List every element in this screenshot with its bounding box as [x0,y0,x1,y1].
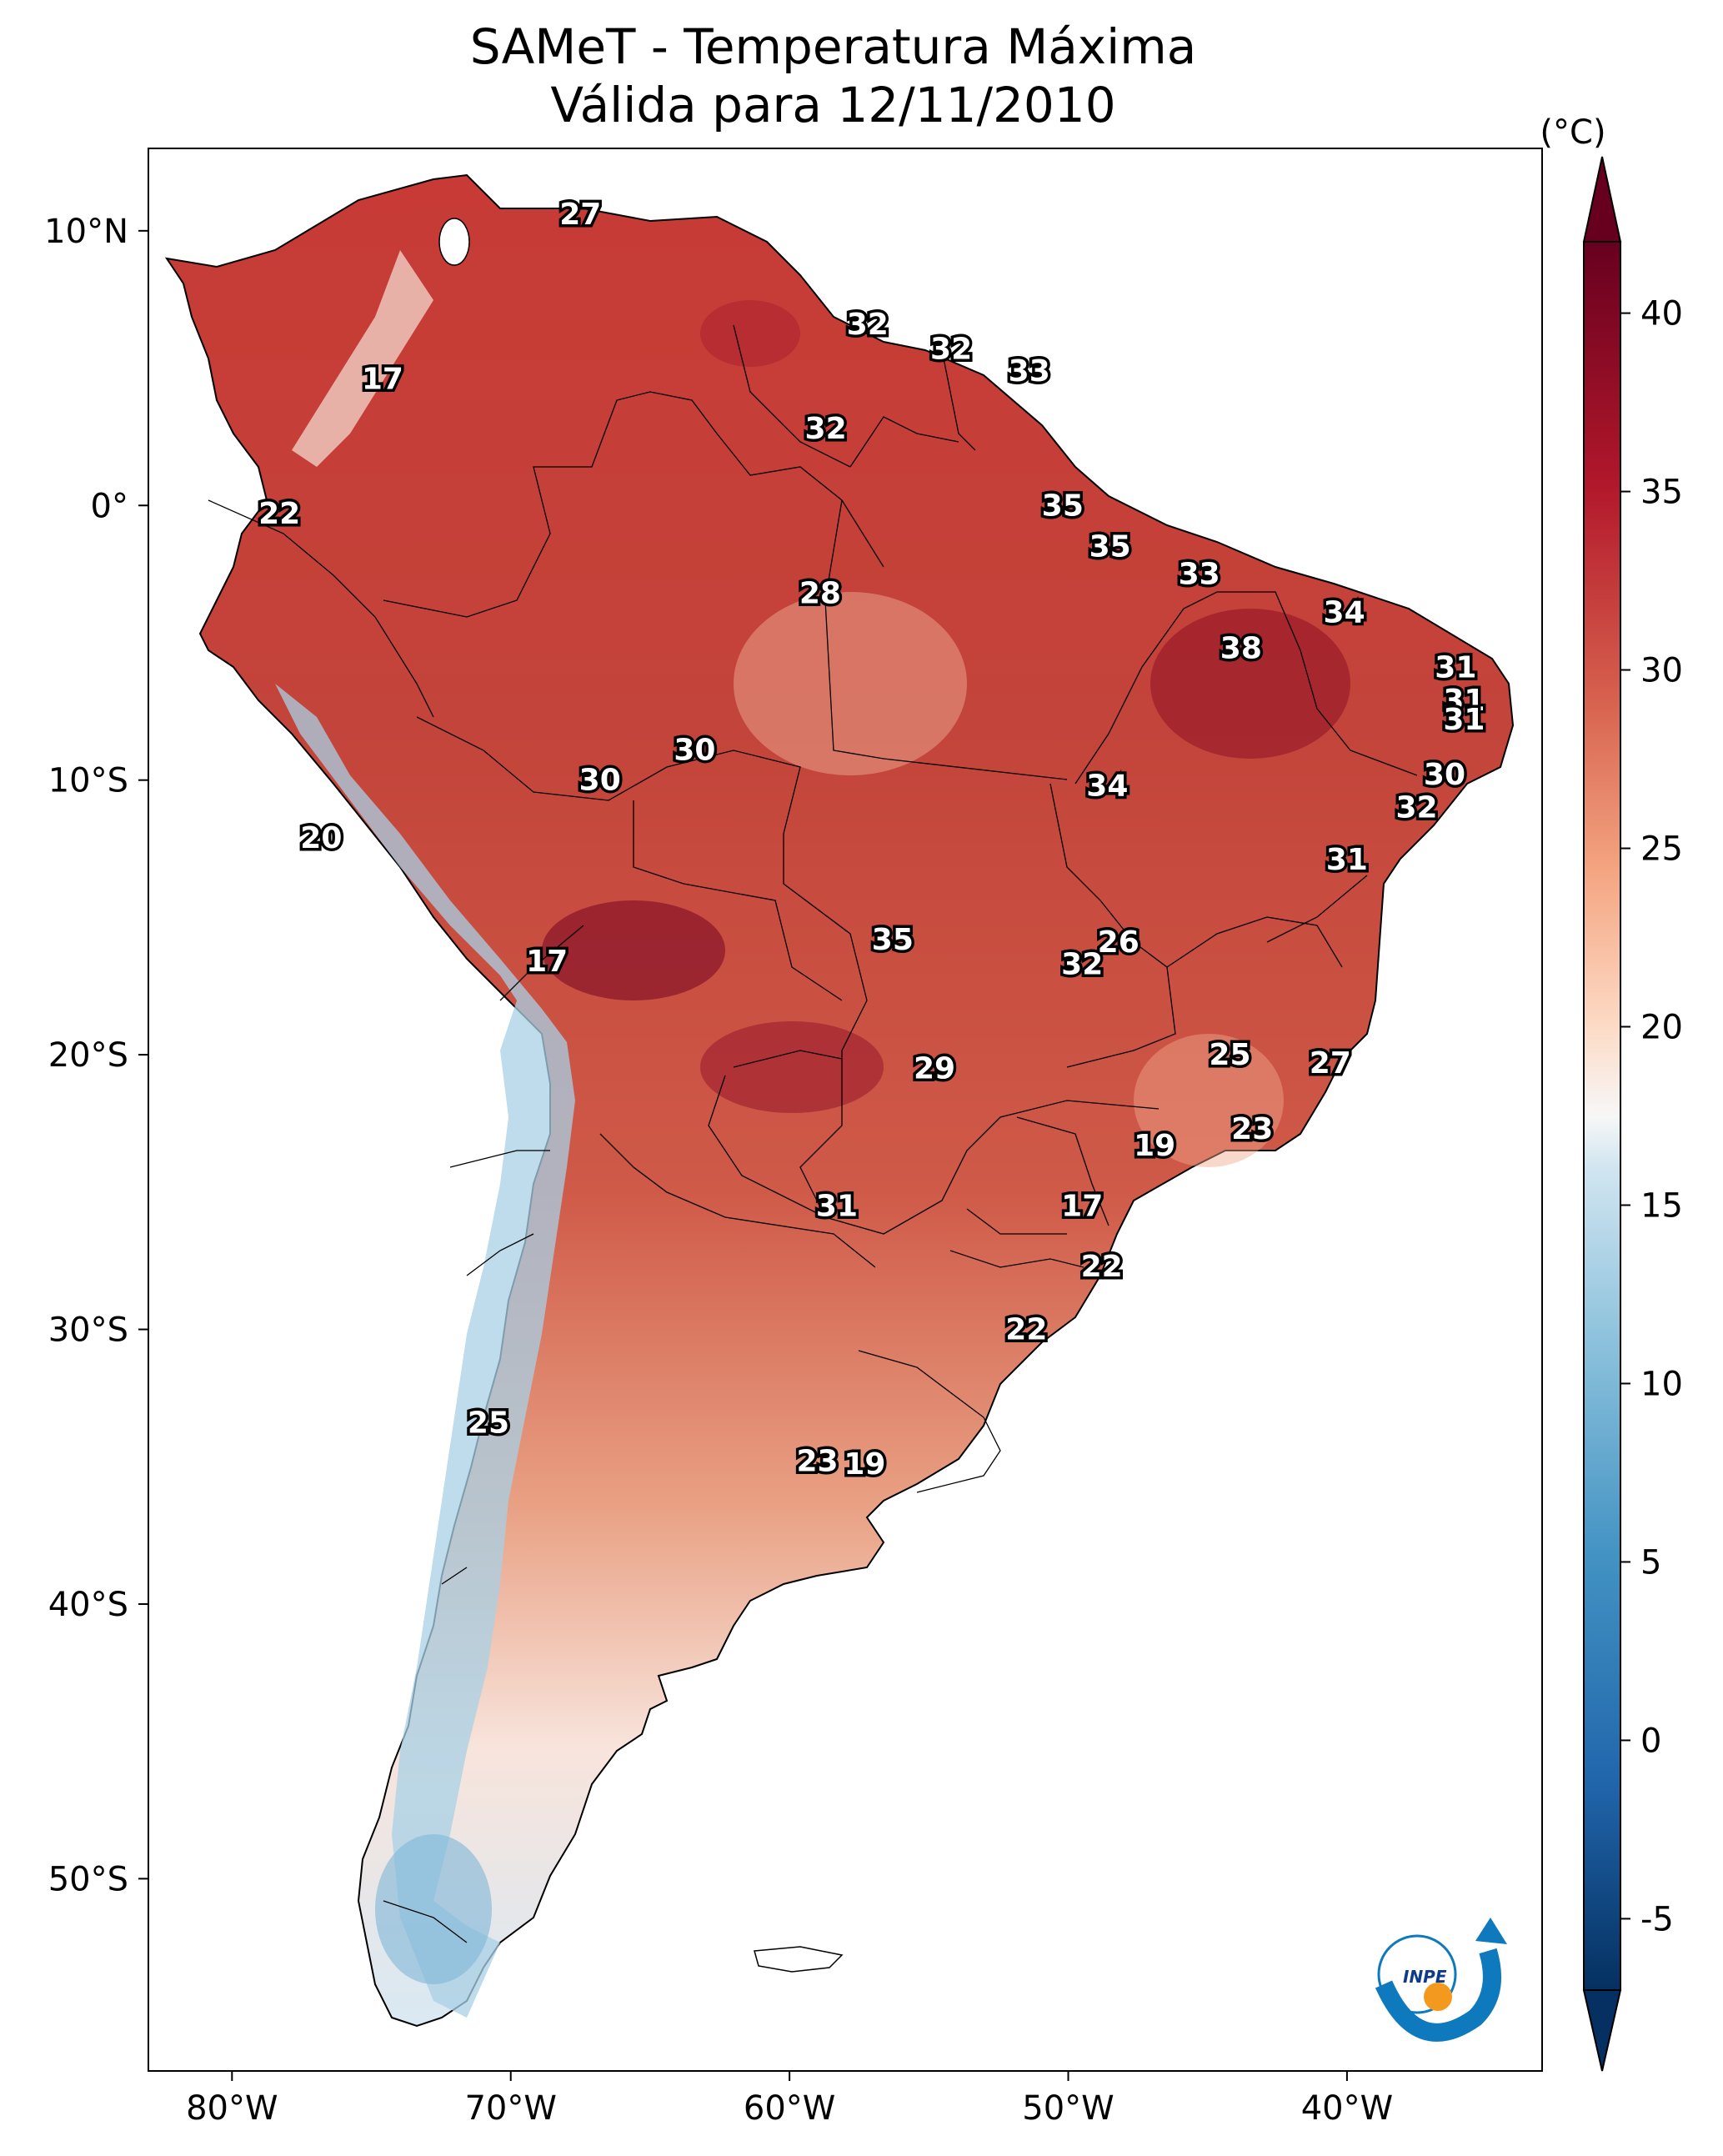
lat-tick-label: 10°N [44,213,128,251]
contour-label: 23 [797,1445,839,1479]
contour-label: 23 [1231,1112,1273,1146]
hot-core-venezuela [700,300,800,367]
hot-core-northeast [1150,609,1350,759]
colorbar [1583,241,1621,1991]
contour-label: 20 [300,821,342,855]
contour-label: 29 [914,1052,955,1086]
longitude-axis: 80°W 70°W 60°W 50°W 40°W [186,2071,1393,2128]
hot-core-bolivia [542,900,725,1000]
lon-tick-label: 60°W [744,2089,835,2128]
contour-label: 32 [1395,791,1437,825]
map-title: SAMeT - Temperatura Máxima [469,18,1197,75]
lon-tick-label: 40°W [1301,2089,1393,2128]
contour-label: 19 [1134,1129,1175,1163]
colorbar-tick-label: 15 [1640,1186,1683,1225]
colorbar-max-extension [1582,156,1622,243]
contour-label: 31 [1326,843,1368,877]
contour-label: 38 [1220,632,1262,666]
contour-label: 27 [1310,1046,1351,1081]
temperature-field [164,173,1515,2028]
contour-label: 32 [1061,947,1103,981]
contour-label: 31 [1443,703,1485,737]
colorbar-ticks: 40 35 30 25 20 15 10 5 0 -5 [1620,295,1683,1938]
contour-label: 30 [1424,758,1465,792]
contour-label: 26 [1098,925,1139,960]
lat-tick-label: 10°S [48,762,128,800]
inpe-logo: INPE [1375,1918,1507,2042]
colorbar-tick-label: 5 [1640,1543,1661,1582]
contour-label: 35 [1089,530,1131,564]
lon-tick-label: 70°W [464,2089,556,2128]
colorbar-tick-label: -5 [1640,1900,1674,1938]
contour-label: 35 [1042,489,1084,523]
contour-label: 22 [1005,1313,1047,1347]
contour-label: 17 [526,945,568,979]
lat-tick-label: 50°S [48,1860,128,1898]
country-borders [208,324,1418,1943]
contour-label: 31 [816,1189,858,1223]
lat-tick-label: 30°S [48,1311,128,1350]
colorbar-tick-label: 25 [1640,830,1683,869]
colorbar-tick-label: 0 [1640,1722,1661,1760]
contour-label: 34 [1086,769,1128,803]
colombia-cool-region [292,250,433,467]
colorbar-unit: (°C) [1540,113,1605,152]
contour-label: 25 [1209,1038,1250,1072]
contour-label: 22 [1081,1250,1123,1284]
falkland-islands [754,1946,844,1973]
lake-maracaibo [438,218,470,266]
colorbar-min-extension [1582,1989,1622,2072]
contour-label: 31 [1435,651,1476,685]
colorbar-tick-label: 35 [1640,474,1683,512]
contour-label: 33 [1179,558,1220,592]
lon-tick-label: 50°W [1022,2089,1114,2128]
colorbar-tick-label: 30 [1640,652,1683,690]
hot-core-chaco [700,1021,884,1113]
contour-label: 32 [847,308,889,342]
contour-label: 31 [1443,684,1485,718]
contour-label: 28 [799,577,841,611]
contour-label: 30 [674,733,715,767]
mild-core-amazon [734,592,967,775]
contour-label: 19 [844,1447,885,1482]
inpe-logo-text: INPE [1403,1967,1447,1987]
contour-label: 17 [362,363,403,397]
mild-core-southeast [1134,1034,1284,1167]
lat-tick-label: 0° [91,487,128,525]
lat-tick-label: 20°S [48,1036,128,1075]
andes-cool-region [275,684,575,2018]
contour-label: 27 [559,198,601,232]
contour-label: 32 [805,412,847,446]
map-subtitle: Válida para 12/11/2010 [550,77,1116,133]
lat-tick-label: 40°S [48,1586,128,1624]
latitude-axis: 10°N 0° 10°S 20°S 30°S 40°S 50°S [44,213,148,1898]
inpe-arrow-icon [1375,1948,1501,2042]
colorbar-tick-label: 40 [1640,295,1683,333]
contour-label: 34 [1324,596,1365,630]
contour-label: 32 [930,332,972,366]
inpe-orange-dot [1424,1983,1452,2011]
contour-label: 33 [1009,354,1050,389]
patagonia-cold-region [375,1834,492,1984]
contour-label: 17 [1061,1189,1103,1223]
contour-label: 30 [579,764,621,798]
contour-label: 25 [468,1406,509,1441]
contour-label: 22 [258,497,300,531]
contour-label: 35 [872,923,914,957]
lon-tick-label: 80°W [186,2089,278,2128]
colorbar-tick-label: 20 [1640,1009,1683,1047]
colorbar-tick-label: 10 [1640,1365,1683,1403]
